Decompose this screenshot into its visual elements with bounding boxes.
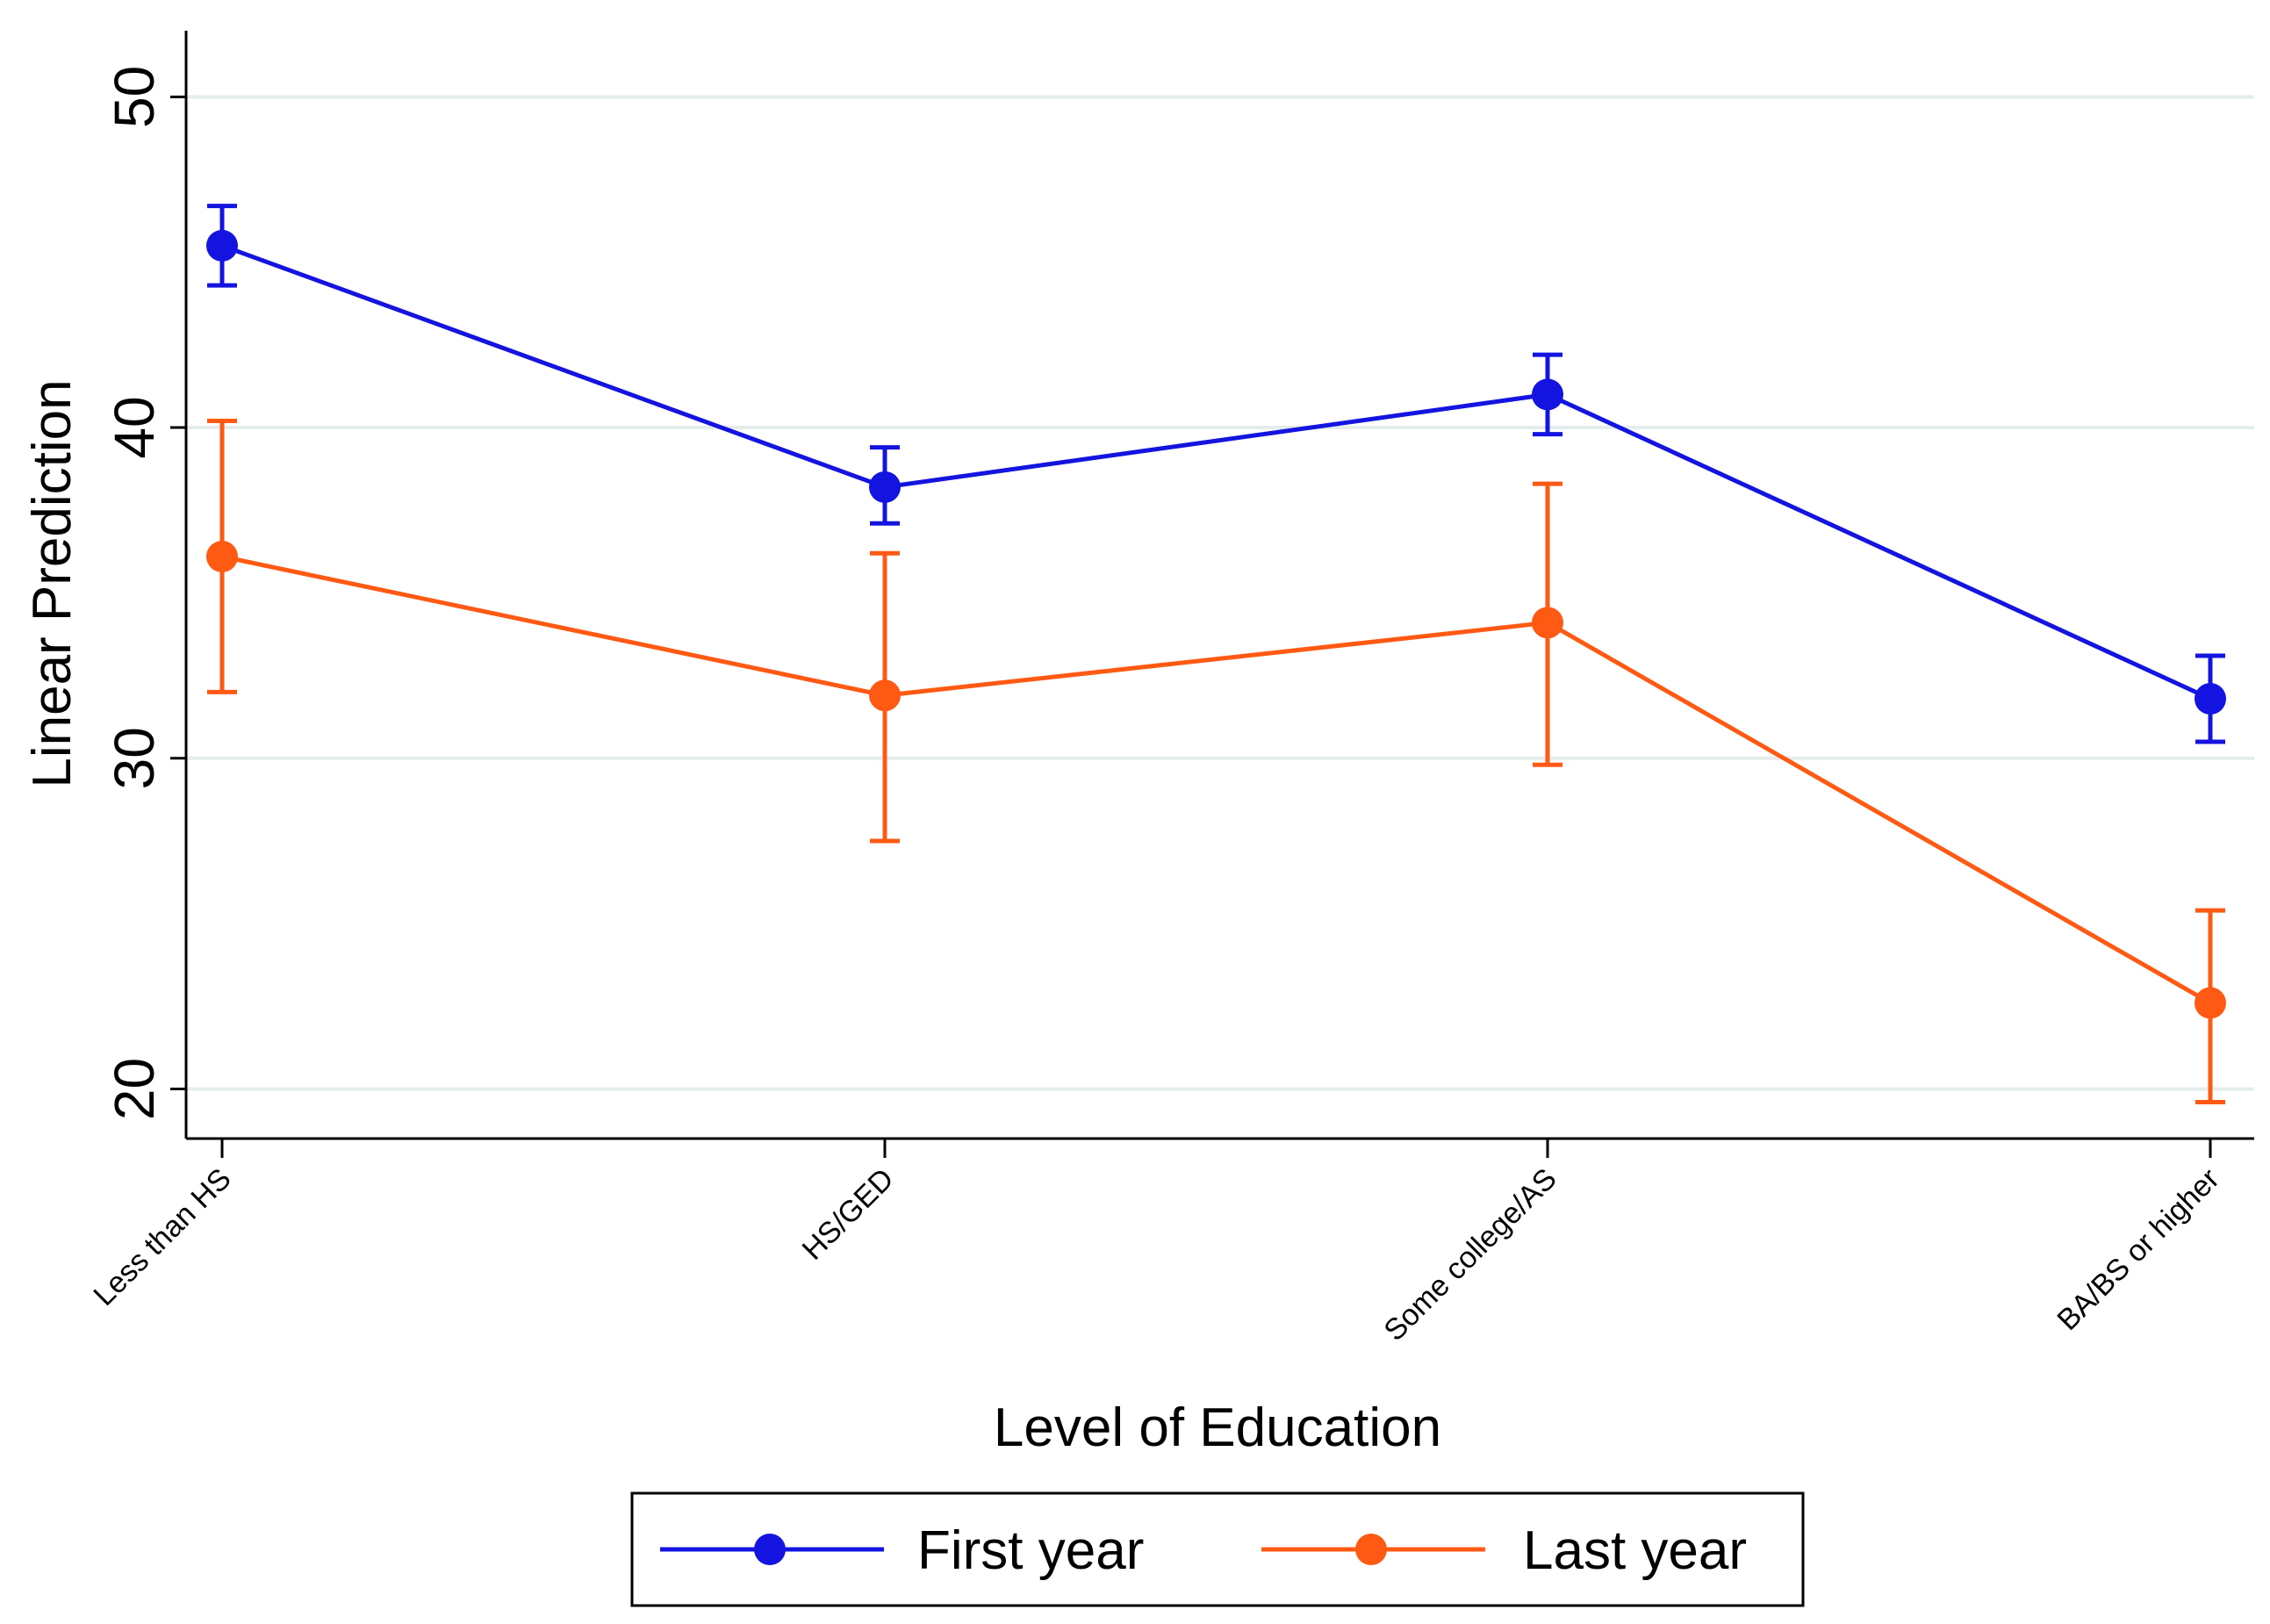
series-0: [206, 204, 2226, 744]
series-1: [206, 419, 2226, 1105]
data-point-1-1: [869, 679, 901, 712]
gridlines: [186, 95, 2254, 1091]
legend-label-last-year: Last year: [1523, 1520, 1747, 1581]
data-point-1-0: [206, 540, 238, 572]
data-point-1-3: [2195, 987, 2226, 1019]
series-line-1: [221, 554, 2212, 1005]
series-line-0: [221, 243, 2212, 701]
series-layer: [206, 204, 2226, 1105]
y-tick-label-50: 50: [103, 66, 166, 128]
legend: First year Last year: [630, 1491, 1805, 1607]
data-point-0-3: [2195, 682, 2226, 715]
data-point-0-1: [869, 471, 901, 503]
y-axis-title: Linear Prediction: [22, 379, 83, 787]
y-tick-label-40: 40: [103, 396, 166, 458]
y-tick-label-20: 20: [103, 1058, 166, 1120]
y-tick-label-30: 30: [103, 727, 166, 789]
data-point-0-2: [1532, 378, 1563, 411]
axes: [184, 31, 2254, 1140]
legend-label-first-year: First year: [917, 1520, 1144, 1581]
legend-marker-first-year: [754, 1534, 786, 1565]
data-point-1-2: [1532, 607, 1563, 639]
x-axis-title: Level of Education: [994, 1398, 1441, 1458]
legend-marker-last-year: [1355, 1534, 1387, 1565]
data-point-0-0: [206, 229, 238, 262]
